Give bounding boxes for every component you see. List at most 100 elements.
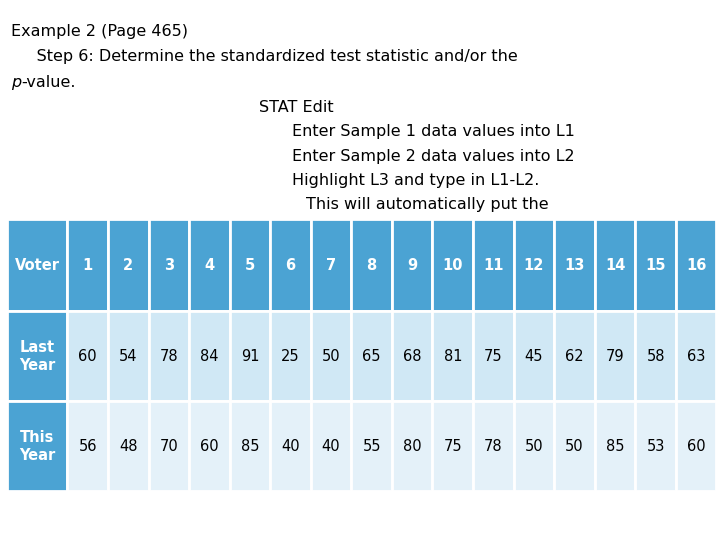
FancyBboxPatch shape (473, 312, 513, 401)
Text: 15: 15 (645, 258, 666, 273)
Text: 6: 6 (286, 258, 296, 273)
Text: 85: 85 (240, 439, 259, 454)
FancyBboxPatch shape (513, 312, 554, 401)
Text: 85: 85 (606, 439, 624, 454)
FancyBboxPatch shape (595, 312, 635, 401)
FancyBboxPatch shape (554, 312, 595, 401)
FancyBboxPatch shape (230, 219, 270, 312)
FancyBboxPatch shape (230, 401, 270, 491)
FancyBboxPatch shape (230, 312, 270, 401)
Text: 25: 25 (282, 349, 300, 364)
Text: Enter Sample 1 data values into L1: Enter Sample 1 data values into L1 (292, 124, 575, 139)
FancyBboxPatch shape (68, 219, 108, 312)
FancyBboxPatch shape (189, 401, 230, 491)
FancyBboxPatch shape (392, 401, 433, 491)
FancyBboxPatch shape (554, 219, 595, 312)
FancyBboxPatch shape (148, 312, 189, 401)
Text: 68: 68 (403, 349, 421, 364)
FancyBboxPatch shape (148, 401, 189, 491)
FancyBboxPatch shape (392, 219, 433, 312)
Text: Enter Sample 2 data values into L2: Enter Sample 2 data values into L2 (292, 148, 575, 164)
FancyBboxPatch shape (635, 401, 676, 491)
Text: Highlight L3 and type in L1-L2.: Highlight L3 and type in L1-L2. (292, 173, 539, 188)
Text: 12: 12 (523, 258, 544, 273)
Text: 50: 50 (322, 349, 341, 364)
FancyBboxPatch shape (68, 312, 108, 401)
Text: 9: 9 (407, 258, 418, 273)
Text: 56: 56 (78, 439, 97, 454)
FancyBboxPatch shape (351, 219, 392, 312)
FancyBboxPatch shape (676, 401, 716, 491)
FancyBboxPatch shape (473, 219, 513, 312)
FancyBboxPatch shape (189, 312, 230, 401)
Text: -value.: -value. (22, 75, 76, 90)
Text: 78: 78 (160, 349, 178, 364)
Text: 78: 78 (484, 439, 503, 454)
Text: 13: 13 (564, 258, 585, 273)
FancyBboxPatch shape (311, 312, 351, 401)
FancyBboxPatch shape (108, 312, 148, 401)
FancyBboxPatch shape (513, 219, 554, 312)
FancyBboxPatch shape (351, 312, 392, 401)
FancyBboxPatch shape (676, 219, 716, 312)
Text: 81: 81 (444, 349, 462, 364)
Text: 45: 45 (525, 349, 543, 364)
FancyBboxPatch shape (311, 401, 351, 491)
Text: 80: 80 (403, 439, 421, 454)
Text: 58: 58 (647, 349, 665, 364)
FancyBboxPatch shape (473, 401, 513, 491)
Text: 3: 3 (164, 258, 174, 273)
FancyBboxPatch shape (270, 312, 311, 401)
Text: Step 6: Determine the standardized test statistic and/or the: Step 6: Determine the standardized test … (11, 49, 518, 64)
Text: 11: 11 (483, 258, 503, 273)
Text: 70: 70 (160, 439, 179, 454)
Text: 91: 91 (240, 349, 259, 364)
FancyBboxPatch shape (7, 401, 68, 491)
FancyBboxPatch shape (554, 401, 595, 491)
Text: This
Year: This Year (19, 430, 55, 463)
FancyBboxPatch shape (433, 219, 473, 312)
Text: 5: 5 (245, 258, 255, 273)
FancyBboxPatch shape (68, 401, 108, 491)
Text: 7: 7 (326, 258, 336, 273)
Text: 60: 60 (687, 439, 706, 454)
Text: Last
Year: Last Year (19, 340, 55, 373)
FancyBboxPatch shape (676, 312, 716, 401)
Text: 63: 63 (687, 349, 706, 364)
FancyBboxPatch shape (351, 401, 392, 491)
Text: 50: 50 (565, 439, 584, 454)
Text: 84: 84 (200, 349, 219, 364)
FancyBboxPatch shape (148, 219, 189, 312)
FancyBboxPatch shape (311, 219, 351, 312)
FancyBboxPatch shape (108, 219, 148, 312)
FancyBboxPatch shape (189, 219, 230, 312)
Text: 60: 60 (200, 439, 219, 454)
Text: 54: 54 (119, 349, 138, 364)
FancyBboxPatch shape (108, 401, 148, 491)
FancyBboxPatch shape (270, 219, 311, 312)
Text: 2: 2 (123, 258, 133, 273)
FancyBboxPatch shape (7, 312, 68, 401)
Text: p: p (11, 75, 21, 90)
Text: 53: 53 (647, 439, 665, 454)
Text: STAT Edit: STAT Edit (259, 100, 334, 115)
Text: 4: 4 (204, 258, 215, 273)
FancyBboxPatch shape (635, 219, 676, 312)
Text: This will automatically put the: This will automatically put the (306, 197, 549, 212)
Text: Voter: Voter (15, 258, 60, 273)
Text: 40: 40 (322, 439, 341, 454)
FancyBboxPatch shape (595, 401, 635, 491)
Text: 79: 79 (606, 349, 624, 364)
Text: Example 2 (Page 465): Example 2 (Page 465) (11, 24, 188, 39)
Text: 40: 40 (282, 439, 300, 454)
Text: 14: 14 (605, 258, 625, 273)
FancyBboxPatch shape (635, 312, 676, 401)
FancyBboxPatch shape (513, 401, 554, 491)
Text: 16: 16 (686, 258, 706, 273)
Text: 65: 65 (362, 349, 381, 364)
FancyBboxPatch shape (7, 219, 68, 312)
Text: 55: 55 (362, 439, 381, 454)
FancyBboxPatch shape (433, 312, 473, 401)
FancyBboxPatch shape (270, 401, 311, 491)
Text: 60: 60 (78, 349, 97, 364)
